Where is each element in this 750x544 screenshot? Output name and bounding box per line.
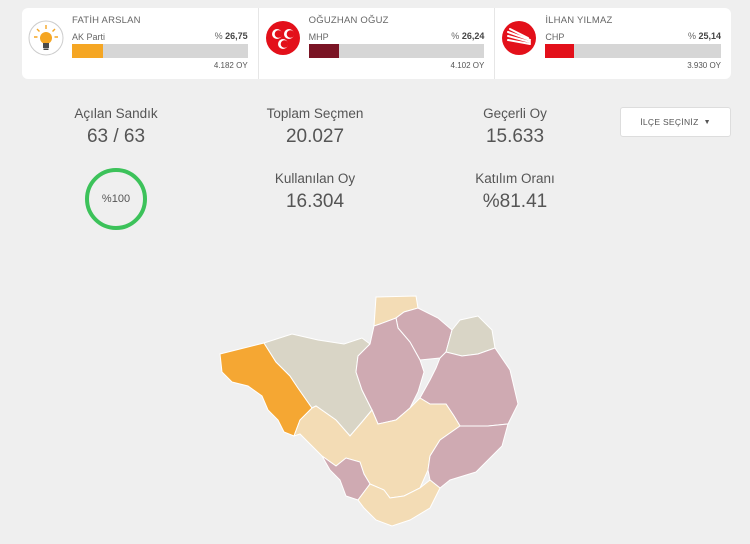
stat-value: 63 / 63 [86,126,146,147]
stat-label: Kullanılan Oy [274,171,356,186]
stat-value: 20.027 [285,126,345,147]
party-name: CHP [545,32,565,42]
party-name: MHP [308,32,329,42]
vote-percentage: % 25,14 [687,31,722,41]
map-region-south-tip[interactable] [357,479,441,527]
progress-circle: %100 [85,168,147,230]
stat-katilim-orani: Katılım Oranı %81.41 [440,171,590,213]
vote-bar-fill [72,44,103,58]
map-region-northeast-small[interactable] [445,315,496,357]
candidate-name: İLHAN YILMAZ [545,15,613,26]
vote-bar [545,44,722,58]
vote-percentage: % 26,75 [214,31,248,41]
candidate-name: FATİH ARSLAN [72,15,141,26]
map-region-southeast[interactable] [427,423,509,489]
caret-down-icon: ▼ [703,118,711,126]
vote-percentage: % 26,24 [451,31,485,41]
stat-value: %81.41 [482,191,548,212]
stat-value: 16.304 [285,191,345,212]
vote-count: 4.102 OY [450,61,485,70]
stat-acilan-sandik: Açılan Sandık 63 / 63 [41,106,191,148]
stat-gecerli-oy: Geçerli Oy 15.633 [440,106,590,148]
candidate-card-chp[interactable]: İLHAN YILMAZ CHP % 25,14 3.930 OY [495,8,731,79]
stat-label: Geçerli Oy [483,106,547,121]
progress-label: %100 [101,193,131,205]
vote-count: 4.182 OY [213,61,248,70]
stat-toplam-secmen: Toplam Seçmen 20.027 [240,106,390,148]
stat-label: Toplam Seçmen [266,106,364,121]
chp-six-arrows-icon [502,21,537,55]
stat-value: 15.633 [485,126,545,147]
district-select-label: İLÇE SEÇİNİZ [640,117,699,127]
akparti-bulb-icon [28,20,64,56]
stat-kullanilan-oy: Kullanılan Oy 16.304 [240,171,390,213]
vote-bar [308,44,485,58]
party-name: AK Parti [72,32,106,42]
vote-bar-fill [308,44,339,58]
vote-count: 3.930 OY [687,61,722,70]
candidate-cards: FATİH ARSLAN AK Parti % 26,75 4.182 OY O… [22,8,731,79]
candidate-name: OĞUZHAN OĞUZ [308,15,389,26]
vote-bar [72,44,248,58]
vote-bar-fill [545,44,575,58]
district-select-button[interactable]: İLÇE SEÇİNİZ ▼ [620,107,731,137]
candidate-card-mhp[interactable]: OĞUZHAN OĞUZ MHP % 26,24 4.102 OY [259,8,496,79]
candidate-card-akparti[interactable]: FATİH ARSLAN AK Parti % 26,75 4.182 OY [22,8,259,79]
mhp-crescents-icon [265,21,300,55]
stat-label: Katılım Oranı [475,171,555,186]
stat-label: Açılan Sandık [74,106,158,121]
